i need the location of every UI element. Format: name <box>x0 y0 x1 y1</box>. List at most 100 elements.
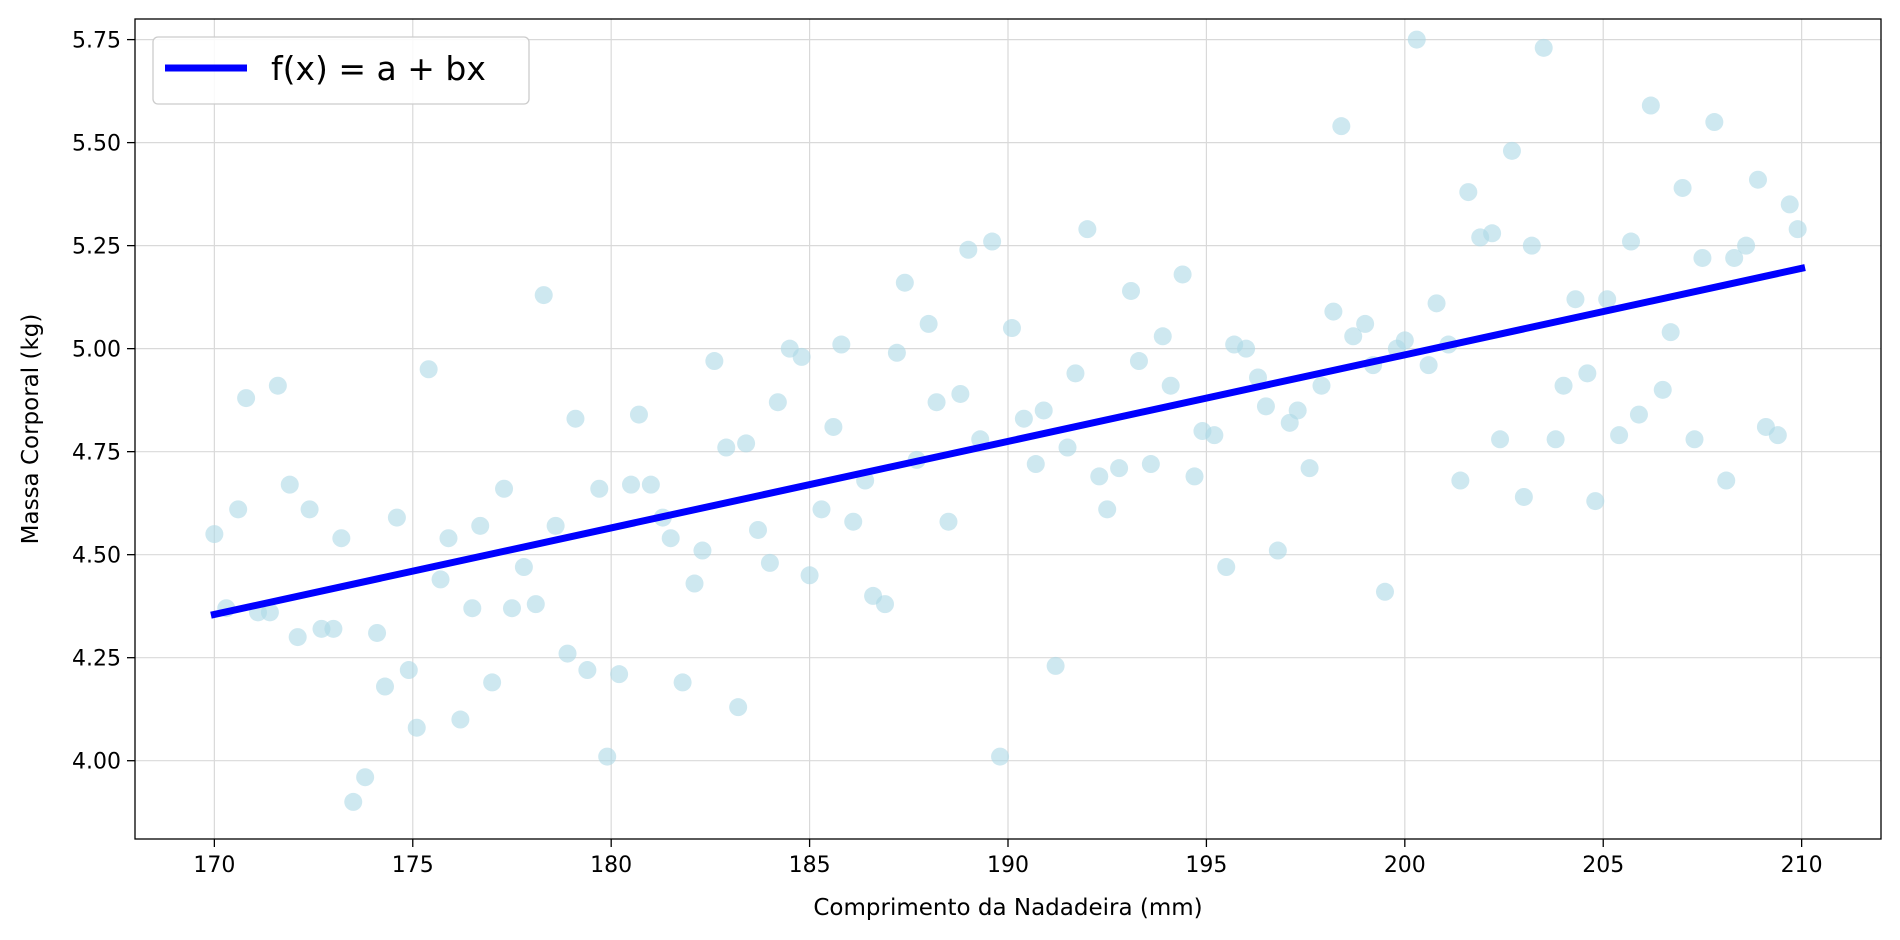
scatter-point <box>1014 409 1033 428</box>
legend-label: f(x) = a + bx <box>271 49 486 88</box>
scatter-point <box>1256 397 1275 416</box>
scatter-point <box>622 475 641 494</box>
scatter-point <box>1058 438 1077 457</box>
scatter-points <box>205 30 1807 811</box>
x-tick-label: 170 <box>193 853 235 878</box>
scatter-point <box>1788 220 1807 239</box>
scatter-point <box>800 566 819 585</box>
scatter-point <box>1673 178 1692 197</box>
y-tick-label: 4.75 <box>72 441 121 466</box>
scatter-point <box>717 438 736 457</box>
scatter-point <box>471 516 490 535</box>
scatter-point <box>534 286 553 305</box>
scatter-point <box>1554 376 1573 395</box>
scatter-point <box>1768 426 1787 445</box>
scatter-point <box>1122 281 1141 300</box>
scatter-point <box>1034 401 1053 420</box>
scatter-point <box>1344 327 1363 346</box>
scatter-point <box>844 512 863 531</box>
y-axis-ticks: 4.00 4.25 4.50 4.75 5.00 5.25 5.50 5.75 <box>72 29 135 775</box>
scatter-point <box>1248 368 1267 387</box>
scatter-point <box>1780 195 1799 214</box>
scatter-point <box>1185 467 1204 486</box>
scatter-point <box>887 343 906 362</box>
scatter-point <box>824 417 843 436</box>
scatter-point <box>300 500 319 519</box>
scatter-point <box>812 500 831 519</box>
scatter-point <box>280 475 299 494</box>
y-tick-label: 4.50 <box>72 544 121 569</box>
scatter-point <box>629 405 648 424</box>
scatter-point <box>1725 248 1744 267</box>
scatter-point <box>463 599 482 618</box>
scatter-point <box>578 661 597 680</box>
scatter-point <box>1522 236 1541 255</box>
scatter-point <box>407 718 426 737</box>
scatter-point <box>641 475 660 494</box>
scatter-point <box>1288 401 1307 420</box>
y-tick-label: 5.75 <box>72 29 121 54</box>
x-tick-label: 210 <box>1781 853 1823 878</box>
scatter-point <box>356 768 375 787</box>
scatter-point <box>502 599 521 618</box>
scatter-point <box>1502 141 1521 160</box>
scatter-point <box>705 352 724 371</box>
scatter-point <box>1641 96 1660 115</box>
x-axis-ticks: 170 175 180 185 190 195 200 205 210 <box>193 839 1823 878</box>
scatter-point <box>1610 426 1629 445</box>
regression-line <box>210 264 1806 619</box>
scatter-point <box>1483 224 1502 243</box>
scatter-point <box>1324 302 1343 321</box>
scatter-point <box>1110 459 1129 478</box>
scatter-point <box>375 677 394 696</box>
scatter-point <box>483 673 502 692</box>
scatter-point <box>1534 38 1553 57</box>
scatter-point <box>229 500 248 519</box>
scatter-point <box>610 665 629 684</box>
scatter-point <box>693 541 712 560</box>
y-axis-label: Massa Corporal (kg) <box>18 314 44 545</box>
scatter-point <box>1141 455 1160 474</box>
scatter-point <box>685 574 704 593</box>
scatter-point <box>768 393 787 412</box>
scatter-point <box>1514 487 1533 506</box>
scatter-point <box>368 623 387 642</box>
scatter-point <box>1705 113 1724 132</box>
scatter-point <box>927 393 946 412</box>
scatter-point <box>324 619 343 638</box>
scatter-point <box>1375 582 1394 601</box>
scatter-point <box>792 347 811 366</box>
scatter-point <box>875 595 894 614</box>
scatter-point <box>1161 376 1180 395</box>
scatter-point <box>514 558 533 577</box>
x-axis-label: Comprimento da Nadadeira (mm) <box>813 895 1202 921</box>
scatter-point <box>1129 352 1148 371</box>
scatter-point <box>1419 356 1438 375</box>
scatter-point <box>1491 430 1510 449</box>
x-tick-label: 195 <box>1185 853 1227 878</box>
legend: f(x) = a + bx <box>152 36 530 105</box>
scatter-point <box>1451 471 1470 490</box>
scatter-point <box>399 661 418 680</box>
scatter-point <box>566 409 585 428</box>
scatter-point <box>260 603 279 622</box>
scatter-point <box>1312 376 1331 395</box>
scatter-point <box>983 232 1002 251</box>
scatter-point <box>1546 430 1565 449</box>
legend-box <box>152 36 530 105</box>
y-tick-label: 5.00 <box>72 338 121 363</box>
scatter-point <box>526 595 545 614</box>
scatter-point <box>495 479 514 498</box>
scatter-point <box>729 698 748 717</box>
scatter-point <box>387 508 406 527</box>
scatter-point <box>237 389 256 408</box>
scatter-point <box>1685 430 1704 449</box>
scatter-point <box>344 792 363 811</box>
scatter-point <box>1205 426 1224 445</box>
scatter-point <box>439 529 458 548</box>
scatter-point <box>1356 314 1375 333</box>
scatter-point <box>1427 294 1446 313</box>
scatter-point <box>919 314 938 333</box>
scatter-point <box>1026 455 1045 474</box>
